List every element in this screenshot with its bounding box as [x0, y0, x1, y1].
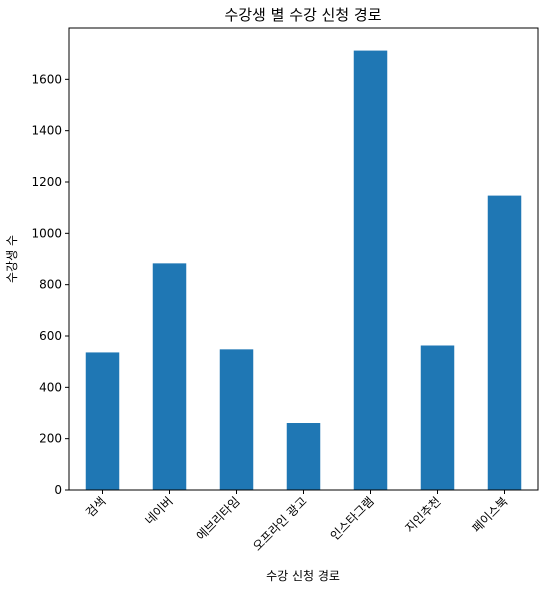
x-tick-label-3: 오프라인 광고 [250, 494, 309, 553]
x-tick-label-5: 지인추천 [402, 494, 444, 536]
y-tick-label-1: 200 [39, 432, 62, 446]
y-tick-label-6: 1200 [31, 175, 62, 189]
x-tick-label-6: 페이스북 [469, 494, 510, 535]
y-tick-label-4: 800 [39, 278, 62, 292]
plot-frame [68, 27, 539, 491]
x-tick-label-0: 검색 [83, 494, 109, 520]
bars-group [85, 50, 522, 490]
bar-6 [487, 195, 522, 490]
y-tick-label-2: 400 [39, 380, 62, 394]
bar-5 [420, 345, 455, 490]
y-axis: 0 200 400 600 800 1000 1200 1400 1600 [31, 72, 69, 497]
bar-1 [152, 263, 187, 490]
y-tick-label-7: 1400 [31, 124, 62, 138]
bar-3 [286, 423, 321, 490]
bar-0 [85, 352, 120, 490]
bar-4 [353, 50, 388, 490]
y-axis-label: 수강생 수 [5, 235, 19, 283]
x-axis-label: 수강 신청 경로 [266, 569, 340, 583]
y-tick-label-8: 1600 [31, 72, 62, 86]
y-tick-label-3: 600 [39, 329, 62, 343]
x-axis: 검색 네이버 에브리타임 오프라인 광고 인스타그램 지인추천 페이스북 [83, 490, 511, 554]
x-tick-label-4: 인스타그램 [328, 494, 377, 543]
bar-2 [219, 349, 254, 490]
chart-title: 수강생 별 수강 신청 경로 [224, 6, 381, 24]
x-tick-label-1: 네이버 [142, 494, 175, 527]
x-tick-label-2: 에브리타임 [194, 494, 243, 543]
y-tick-label-5: 1000 [31, 226, 62, 240]
y-tick-label-0: 0 [54, 483, 62, 497]
